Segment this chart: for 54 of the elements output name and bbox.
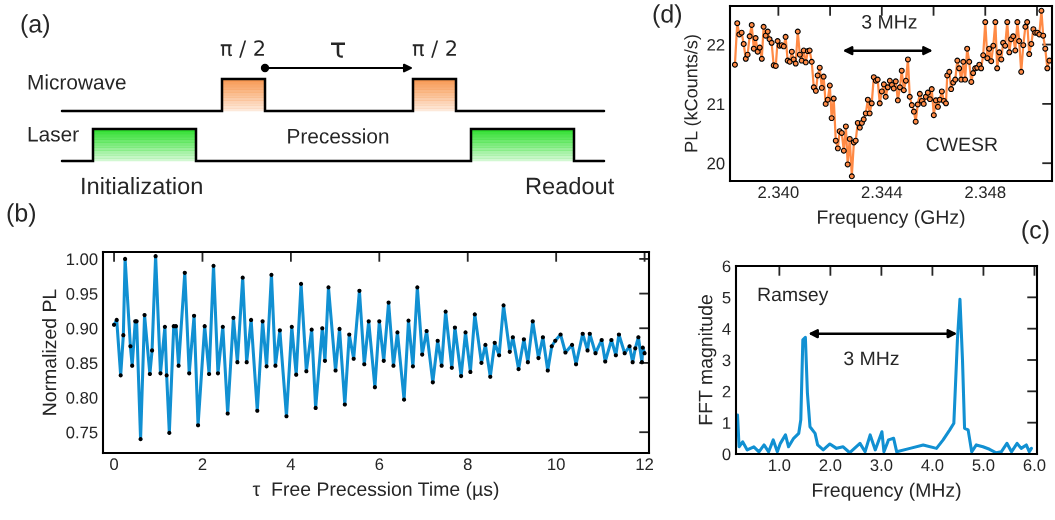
x-tick-label: 8 [463, 458, 472, 471]
y-axis-title: Normalized PL [42, 289, 57, 415]
y-tick-label: 20 [707, 157, 725, 170]
x-tick-label: 6 [375, 458, 384, 471]
chart-title: (b) [7, 203, 35, 227]
text: Microwave [28, 74, 126, 90]
y-tick-label: 0.80 [66, 391, 98, 404]
y-tick-label: 0 [722, 448, 731, 461]
y-axis-title: PL (kCounts/s) [684, 35, 702, 152]
y-tick-label: 0.75 [66, 426, 98, 439]
annotation: 3 MHz [862, 14, 917, 29]
text: Initialization [82, 177, 202, 195]
x-tick-label: 10 [548, 458, 565, 471]
y-tick-label: 5 [722, 291, 731, 304]
text: Precession [288, 128, 389, 144]
x-tick-label: 4.0 [921, 459, 944, 472]
annotation: Ramsey [758, 287, 829, 306]
chart-title: (d) [653, 4, 681, 28]
x-tick-label: 0 [110, 458, 119, 471]
y-tick-label: 4 [722, 323, 731, 335]
annotation: CWESR [926, 137, 998, 152]
y-axis-title: FFT magnitude [698, 295, 717, 425]
text: π / 2 [220, 40, 264, 58]
y-tick-label: 0.85 [66, 357, 98, 370]
x-tick-label: 4 [286, 458, 296, 470]
x-tick-label: 3.0 [870, 459, 893, 472]
y-tick-label: 0.95 [66, 287, 98, 300]
x-tick-label: 5.0 [972, 459, 995, 472]
x-tick-label: 2.344 [861, 186, 903, 199]
x-axis-title: Frequency (GHz) [818, 209, 965, 228]
y-tick-label: 0.90 [66, 322, 98, 335]
x-tick-label: 1.0 [769, 459, 791, 472]
x-tick-label: 2.340 [758, 186, 799, 199]
y-tick-label: 6 [722, 260, 731, 273]
text: π / 2 [412, 40, 456, 58]
text: Readout [526, 177, 615, 195]
y-tick-label: 1.00 [66, 253, 98, 266]
text: (a) [21, 14, 49, 38]
y-tick-label: 21 [707, 98, 725, 110]
x-tick-label: 2.348 [965, 186, 1006, 199]
chart-title: (c) [1022, 220, 1049, 244]
y-tick-label: 22 [707, 38, 725, 51]
annotation: 3 MHz [844, 351, 899, 366]
text: Laser [28, 127, 79, 142]
x-tick-label: 6.0 [1023, 459, 1046, 472]
text: τ [331, 42, 346, 58]
y-tick-label: 3 [722, 354, 731, 367]
x-tick-label: 2.0 [819, 459, 842, 472]
x-axis-title: τ Free Precession Time (µs) [252, 481, 499, 500]
x-axis-title: Frequency (MHz) [813, 482, 961, 501]
x-tick-label: 12 [636, 458, 654, 470]
y-tick-label: 1 [723, 417, 731, 429]
x-tick-label: 2 [198, 458, 207, 470]
y-tick-label: 2 [722, 385, 731, 398]
